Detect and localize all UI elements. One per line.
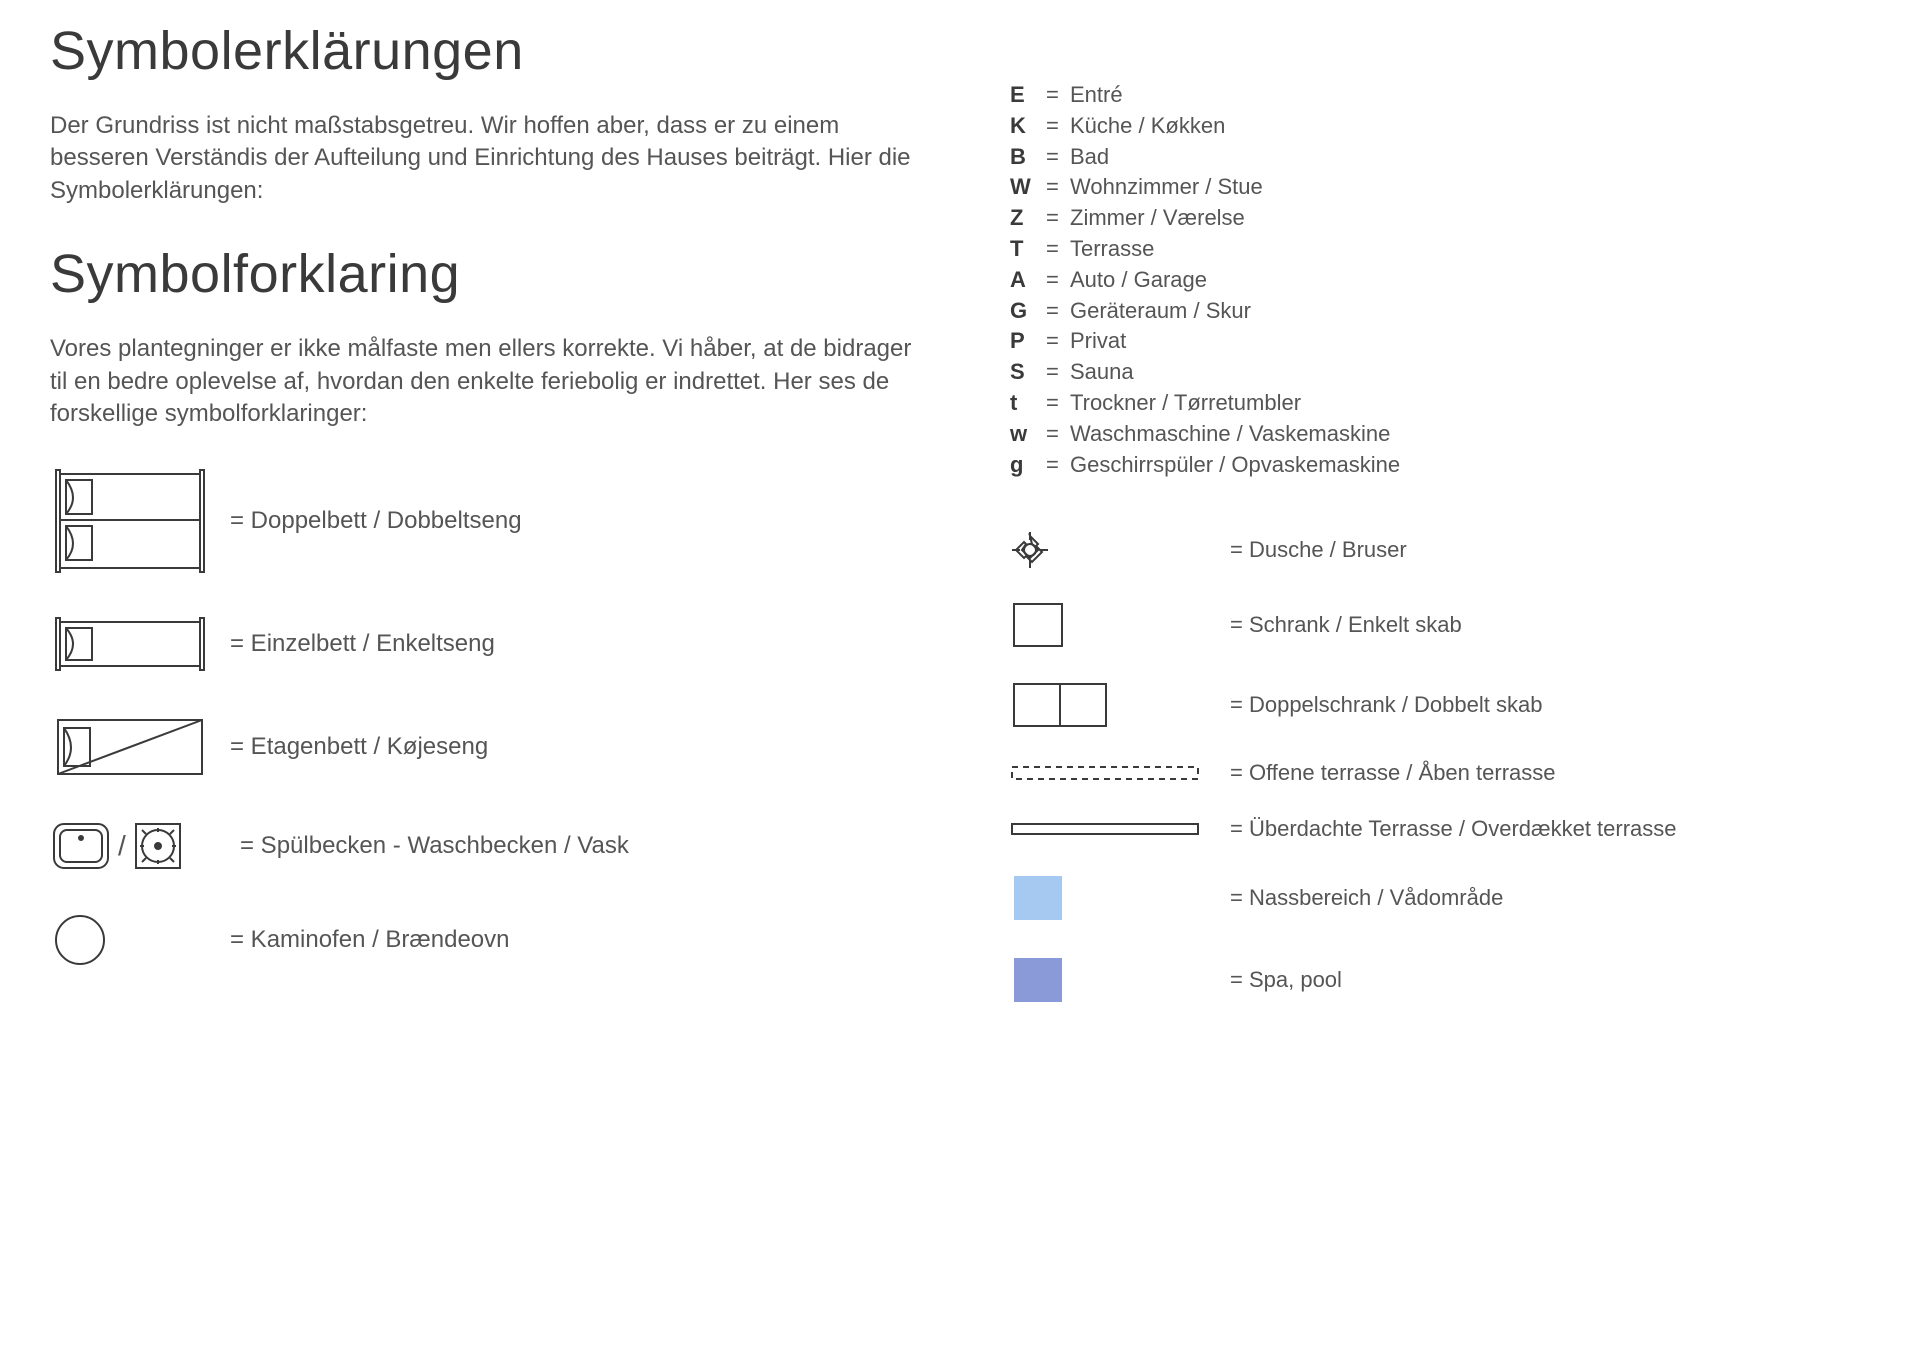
heading-de: Symbolerklärungen: [50, 20, 930, 82]
heading-da: Symbolforklaring: [50, 243, 930, 305]
bunkbed-icon: [50, 712, 230, 782]
intro-de: Der Grundriss ist nicht maßstabsgetreu. …: [50, 110, 930, 207]
symbol-label: = Doppelbett / Dobbeltseng: [230, 507, 522, 535]
letter-row: P=Privat: [1010, 326, 1870, 357]
letter-row: B=Bad: [1010, 142, 1870, 173]
intro-da: Vores plantegninger er ikke målfaste men…: [50, 333, 930, 430]
letter-row: W=Wohnzimmer / Stue: [1010, 172, 1870, 203]
right-column: E=Entré K=Küche / Køkken B=Bad W=Wohnzim…: [1010, 20, 1870, 1036]
sink-icon: /: [50, 820, 240, 872]
symbol-row-bunkbed: = Etagenbett / Køjeseng: [50, 712, 930, 782]
symbol-row-shower: = Dusche / Bruser: [1010, 530, 1870, 570]
letter-legend: E=Entré K=Küche / Køkken B=Bad W=Wohnzim…: [1010, 80, 1870, 480]
symbol-row-stove: = Kaminofen / Brændeovn: [50, 910, 930, 970]
wet-area-icon: [1010, 872, 1230, 924]
covered-terrace-icon: [1010, 820, 1230, 838]
symbol-row-spa: = Spa, pool: [1010, 954, 1870, 1006]
symbol-label: = Schrank / Enkelt skab: [1230, 612, 1462, 638]
letter-row: t=Trockner / Tørretumbler: [1010, 388, 1870, 419]
symbol-row-wet-area: = Nassbereich / Vådområde: [1010, 872, 1870, 924]
shower-icon: [1010, 530, 1230, 570]
double-cabinet-icon: [1010, 680, 1230, 730]
symbol-row-cabinet: = Schrank / Enkelt skab: [1010, 600, 1870, 650]
symbol-label: = Nassbereich / Vådområde: [1230, 885, 1503, 911]
stove-icon: [50, 910, 230, 970]
open-terrace-icon: [1010, 763, 1230, 783]
symbol-row-sink: / =: [50, 820, 930, 872]
letter-row: S=Sauna: [1010, 357, 1870, 388]
letter-row: G=Geräteraum / Skur: [1010, 296, 1870, 327]
spa-icon: [1010, 954, 1230, 1006]
letter-row: w=Waschmaschine / Vaskemaskine: [1010, 419, 1870, 450]
letter-row: T=Terrasse: [1010, 234, 1870, 265]
symbol-row-open-terrace: = Offene terrasse / Åben terrasse: [1010, 760, 1870, 786]
letter-row: Z=Zimmer / Værelse: [1010, 203, 1870, 234]
letter-row: K=Küche / Køkken: [1010, 111, 1870, 142]
symbol-label: = Spülbecken - Waschbecken / Vask: [240, 832, 629, 860]
letter-row: E=Entré: [1010, 80, 1870, 111]
symbol-label: = Doppelschrank / Dobbelt skab: [1230, 692, 1542, 718]
cabinet-icon: [1010, 600, 1230, 650]
symbol-label: = Offene terrasse / Åben terrasse: [1230, 760, 1556, 786]
doublebed-icon: [50, 466, 230, 576]
symbol-label: = Dusche / Bruser: [1230, 537, 1407, 563]
letter-row: A=Auto / Garage: [1010, 265, 1870, 296]
symbol-row-double-cabinet: = Doppelschrank / Dobbelt skab: [1010, 680, 1870, 730]
symbol-label: = Spa, pool: [1230, 967, 1342, 993]
symbol-label: = Etagenbett / Køjeseng: [230, 733, 488, 761]
left-column: Symbolerklärungen Der Grundriss ist nich…: [50, 20, 930, 1036]
singlebed-icon: [50, 614, 230, 674]
letter-row: g=Geschirrspüler / Opvaskemaskine: [1010, 450, 1870, 481]
symbol-label: = Kaminofen / Brændeovn: [230, 926, 510, 954]
symbol-row-singlebed: = Einzelbett / Enkeltseng: [50, 614, 930, 674]
symbol-label: = Überdachte Terrasse / Overdækket terra…: [1230, 816, 1677, 842]
symbol-label: = Einzelbett / Enkeltseng: [230, 630, 495, 658]
symbol-row-doublebed: = Doppelbett / Dobbeltseng: [50, 466, 930, 576]
symbol-row-covered-terrace: = Überdachte Terrasse / Overdækket terra…: [1010, 816, 1870, 842]
